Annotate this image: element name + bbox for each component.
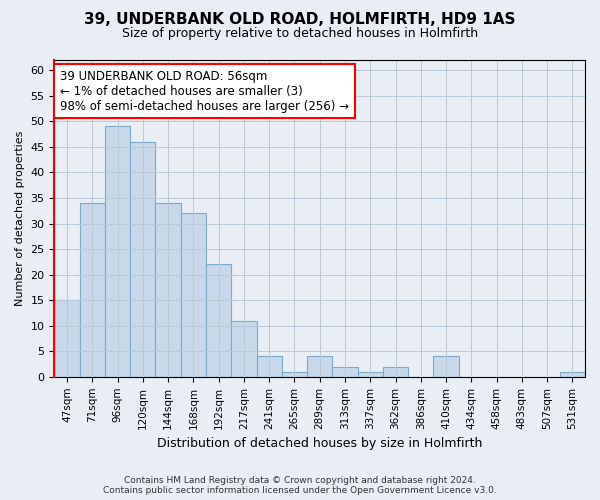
- Text: 39, UNDERBANK OLD ROAD, HOLMFIRTH, HD9 1AS: 39, UNDERBANK OLD ROAD, HOLMFIRTH, HD9 1…: [84, 12, 516, 28]
- Text: Contains HM Land Registry data © Crown copyright and database right 2024.
Contai: Contains HM Land Registry data © Crown c…: [103, 476, 497, 495]
- Bar: [257, 356, 282, 377]
- Bar: [130, 142, 155, 377]
- Bar: [181, 214, 206, 377]
- Bar: [307, 356, 332, 377]
- Text: Size of property relative to detached houses in Holmfirth: Size of property relative to detached ho…: [122, 28, 478, 40]
- Bar: [383, 366, 408, 377]
- Bar: [358, 372, 383, 377]
- Bar: [231, 320, 257, 377]
- Bar: [206, 264, 231, 377]
- Text: 39 UNDERBANK OLD ROAD: 56sqm
← 1% of detached houses are smaller (3)
98% of semi: 39 UNDERBANK OLD ROAD: 56sqm ← 1% of det…: [60, 70, 349, 112]
- Bar: [332, 366, 358, 377]
- Bar: [433, 356, 458, 377]
- Bar: [560, 372, 585, 377]
- Bar: [55, 300, 80, 377]
- Y-axis label: Number of detached properties: Number of detached properties: [15, 130, 25, 306]
- Bar: [282, 372, 307, 377]
- Bar: [105, 126, 130, 377]
- X-axis label: Distribution of detached houses by size in Holmfirth: Distribution of detached houses by size …: [157, 437, 482, 450]
- Bar: [80, 203, 105, 377]
- Bar: [155, 203, 181, 377]
